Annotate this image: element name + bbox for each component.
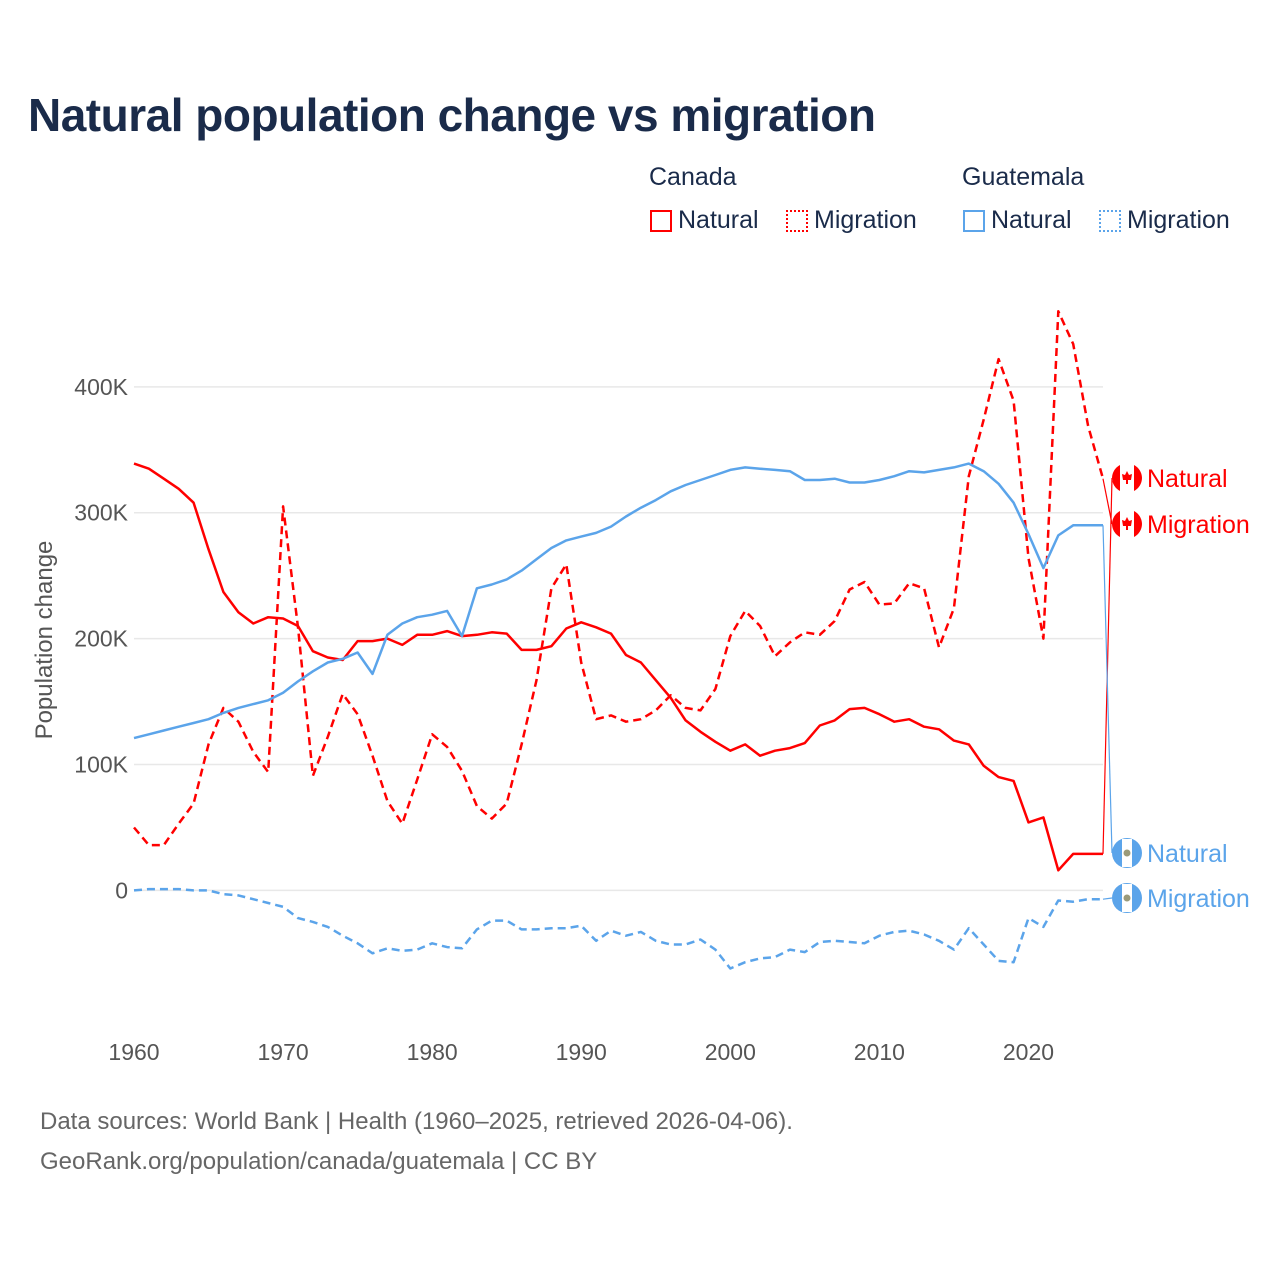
end-label-connector: [1102, 897, 1113, 900]
y-tick-label: 100K: [74, 752, 128, 778]
x-tick-label: 1960: [108, 1039, 159, 1065]
x-tick-label: 2010: [854, 1039, 905, 1065]
series-line-guatemala-migration: [133, 887, 1103, 970]
x-tick-label: 1990: [556, 1039, 607, 1065]
footer-attribution[interactable]: GeoRank.org/population/canada/guatemala …: [40, 1148, 598, 1175]
legend-swatch-dotted-icon: [1099, 209, 1121, 232]
end-label-guatemala-natural: Natural: [1147, 840, 1228, 868]
legend-group-guatemala: Guatemala: [962, 163, 1085, 191]
guatemala-flag-icon: [1112, 883, 1142, 913]
legend-swatch-solid-icon: [963, 209, 985, 232]
series-line-guatemala-natural: [133, 462, 1103, 740]
legend-group-canada: Canada: [649, 163, 737, 191]
legend-guatemala-natural[interactable]: Natural: [963, 206, 1072, 235]
legend-swatch-solid-icon: [650, 209, 672, 232]
legend-label: Migration: [814, 206, 917, 234]
chart-title: Natural population change vs migration: [28, 89, 876, 141]
legend-label: Natural: [678, 206, 759, 234]
end-label-connector: [1102, 478, 1113, 525]
legend-swatch-dotted-icon: [786, 209, 808, 232]
y-tick-label: 300K: [74, 500, 128, 526]
end-label-canada-migration: Migration: [1147, 511, 1250, 539]
end-label-canada-natural: Natural: [1147, 465, 1228, 493]
canada-flag-icon: [1112, 463, 1142, 493]
end-label-connector: [1102, 477, 1113, 854]
footer-sources: Data sources: World Bank | Health (1960–…: [40, 1108, 793, 1135]
series-line-canada-natural: [133, 462, 1103, 872]
guatemala-flag-icon: [1112, 838, 1142, 868]
y-tick-label: 0: [115, 877, 128, 903]
x-tick-label: 1980: [407, 1039, 458, 1065]
legend-label: Migration: [1127, 206, 1230, 234]
y-tick-label: 400K: [74, 374, 128, 400]
x-tick-label: 2000: [705, 1039, 756, 1065]
legend-canada-natural[interactable]: Natural: [650, 206, 759, 235]
end-label-connector: [1102, 525, 1113, 854]
x-tick-label: 2020: [1003, 1039, 1054, 1065]
legend-guatemala-migration[interactable]: Migration: [1099, 206, 1230, 235]
legend-label: Natural: [991, 206, 1072, 234]
legend-canada-migration[interactable]: Migration: [786, 206, 917, 235]
y-tick-label: 200K: [74, 626, 128, 652]
x-tick-label: 1970: [257, 1039, 308, 1065]
y-axis-label: Population change: [31, 541, 58, 740]
end-label-guatemala-migration: Migration: [1147, 885, 1250, 913]
canada-flag-icon: [1112, 509, 1142, 539]
series-line-canada-migration: [133, 310, 1105, 847]
